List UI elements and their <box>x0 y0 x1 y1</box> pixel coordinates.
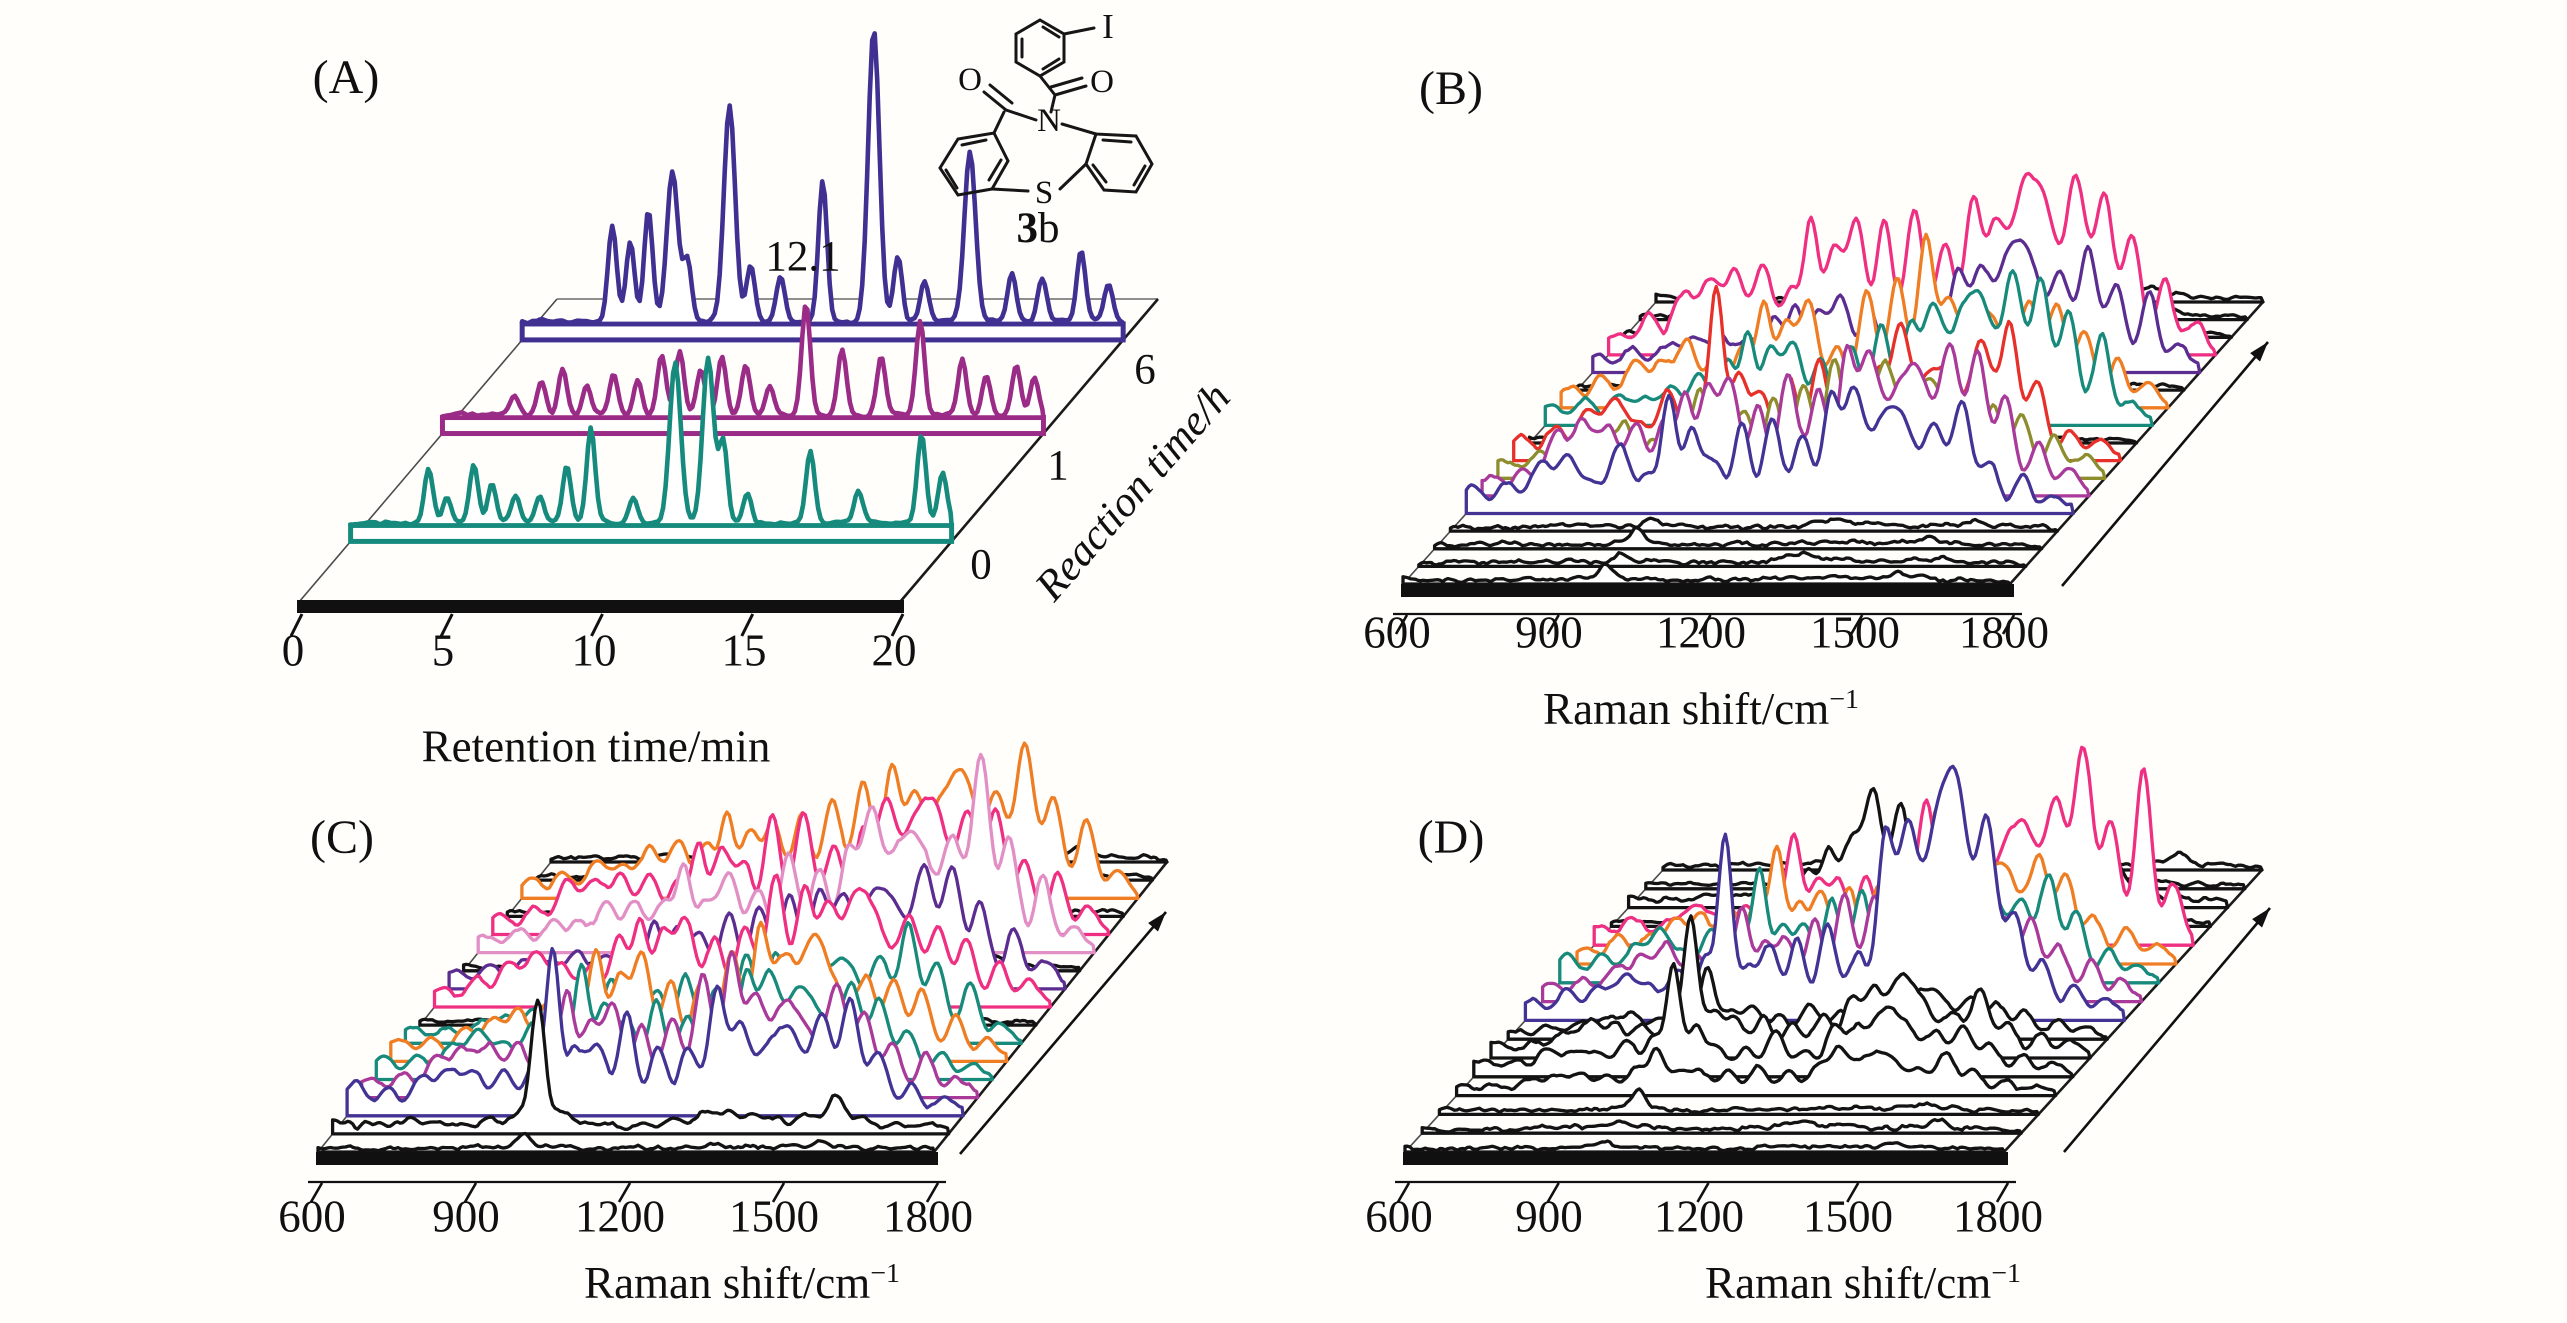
floor-left-edge <box>298 298 558 603</box>
x-tick-label: 900 <box>1515 607 1583 658</box>
x-axis-title-d: Raman shift/cm−1 <box>1705 1258 2021 1308</box>
x-tick-mark <box>925 1182 940 1203</box>
x-tick-mark <box>309 1182 324 1203</box>
x-tick-mark <box>463 1182 478 1203</box>
x-axis-title-a: Retention time/min <box>421 721 771 772</box>
chromatogram-trace <box>348 355 954 528</box>
x-tick-label: 1500 <box>729 1191 819 1242</box>
x-tick-label: 1800 <box>1953 1191 2043 1242</box>
atom-label-nitrogen: N <box>1037 103 1061 139</box>
x-tick-label: 1800 <box>883 1191 973 1242</box>
benzene-ring-left <box>938 131 1010 197</box>
x-tick-mark <box>289 613 304 637</box>
raman-spectrum-trace <box>316 1131 936 1154</box>
x-tick-label: 15 <box>721 625 767 676</box>
arrowhead-icon <box>1148 912 1166 932</box>
raman-spectrum-trace <box>1472 961 2075 1079</box>
x-tick-mark <box>439 613 454 637</box>
x-axis-title-c: Raman shift/cm−1 <box>584 1258 900 1308</box>
raman-spectrum-trace <box>345 946 965 1118</box>
benzene-ring-right <box>1084 132 1154 194</box>
raman-spectrum-trace <box>1489 914 2092 1060</box>
x-tick-mark <box>1546 614 1560 635</box>
x-tick-label: 1200 <box>1654 1191 1744 1242</box>
x-axis-bar <box>1403 1152 2008 1165</box>
x-tick-mark <box>1394 614 1409 635</box>
x-axis-bar <box>297 600 904 613</box>
x-tick-mark <box>1995 1182 2010 1203</box>
x-tick-mark <box>590 613 604 637</box>
x-tick-mark <box>1846 1182 1860 1203</box>
x-tick-mark <box>1696 1182 1710 1203</box>
x-tick-label: 900 <box>1515 1191 1583 1242</box>
x-tick-label: 1500 <box>1810 607 1900 658</box>
depth-axis-arrow <box>2061 341 2269 587</box>
x-tick-label: 600 <box>278 1191 346 1242</box>
x-tick-label: 1200 <box>575 1191 665 1242</box>
raman-spectrum-trace <box>1523 764 2127 1023</box>
x-tick-mark <box>740 613 755 637</box>
molecule-structure: I O O N S 3b <box>938 7 1154 252</box>
x-tick-mark <box>617 1182 632 1203</box>
x-tick-mark <box>1850 614 1864 635</box>
x-tick-label: 900 <box>432 1191 500 1242</box>
atom-label-oxygen-right: O <box>1090 64 1114 100</box>
x-tick-label: 5 <box>431 625 455 676</box>
x-tick-mark <box>2001 614 2016 635</box>
panel-label-d: (D) <box>1417 811 1485 864</box>
panel-label-c: (C) <box>310 811 374 864</box>
x-tick-mark <box>1698 614 1712 635</box>
depth-tick-label: 6 <box>1134 346 1156 394</box>
raman-spectrum-trace <box>1417 550 2028 569</box>
floor-right-edge <box>899 298 1159 603</box>
x-tick-label: 600 <box>1363 607 1431 658</box>
x-tick-label: 1500 <box>1803 1191 1893 1242</box>
panel-label-b: (B) <box>1419 62 1483 115</box>
arrowhead-icon <box>2252 908 2270 928</box>
atom-label-oxygen-left: O <box>958 62 982 98</box>
raman-spectrum-trace <box>1437 1087 2041 1117</box>
x-tick-mark <box>1396 1182 1411 1203</box>
x-tick-label: 0 <box>281 625 305 676</box>
atom-label-sulfur: S <box>1035 175 1053 211</box>
raman-spectrum-trace <box>1403 1139 2006 1154</box>
x-axis-bar <box>1401 584 2014 597</box>
x-tick-mark <box>890 613 905 637</box>
depth-axis-arrow <box>959 911 1167 1155</box>
floor-right-edge <box>2003 869 2263 1153</box>
panel-label-a: (A) <box>312 51 380 104</box>
atom-label-iodine: I <box>1102 7 1114 46</box>
raman-spectrum-trace <box>1432 526 2044 551</box>
trace-baseline-plinth <box>519 321 1126 343</box>
compound-label: 3b <box>1017 205 1060 252</box>
x-tick-label: 1800 <box>1959 607 2049 658</box>
depth-tick-label: 0 <box>970 541 992 589</box>
x-tick-label: 20 <box>871 625 917 676</box>
raman-spectrum-trace <box>1454 1044 2058 1098</box>
chromatogram-trace <box>519 31 1126 327</box>
x-tick-label: 10 <box>571 625 617 676</box>
arrowhead-icon <box>2250 342 2268 362</box>
raman-spectrum-trace <box>1420 1117 2023 1135</box>
raman-spectrum-trace <box>330 998 951 1136</box>
depth-tick-label: 1 <box>1047 442 1069 490</box>
bond-to-iodine <box>1062 26 1096 36</box>
x-tick-label: 1200 <box>1656 607 1746 658</box>
trace-baseline-plinth <box>348 522 955 544</box>
peak-annotation: 12.1 <box>765 233 841 281</box>
x-tick-mark <box>1546 1182 1560 1203</box>
depth-axis-arrow <box>2063 907 2271 1153</box>
x-tick-mark <box>771 1182 786 1203</box>
raman-spectrum-trace <box>1448 516 2060 533</box>
raman-spectrum-trace <box>1464 385 2075 516</box>
trace-baseline-plinth <box>439 415 1046 437</box>
x-axis-title-b: Raman shift/cm−1 <box>1543 684 1859 734</box>
chromatogram-trace <box>440 304 1046 420</box>
x-tick-label: 600 <box>1365 1191 1433 1242</box>
x-axis-bar <box>316 1152 938 1165</box>
raman-spectrum-trace <box>1401 562 2012 586</box>
